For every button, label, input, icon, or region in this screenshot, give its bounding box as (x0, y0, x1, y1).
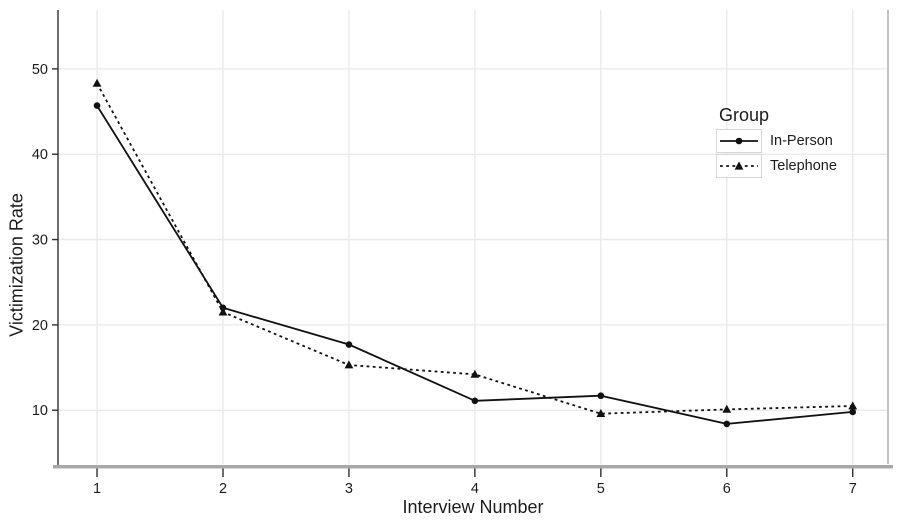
telephone-line-sample (716, 154, 762, 178)
legend-label-in-person: In-Person (770, 133, 833, 149)
data-point-telephone (848, 401, 858, 410)
y-tick-label: 10 (32, 403, 48, 419)
legend-entry-in-person: In-Person (716, 129, 837, 153)
x-tick-label: 7 (849, 481, 857, 497)
x-tick-label: 2 (219, 481, 227, 497)
data-point-in-person (471, 397, 479, 405)
legend-entry-telephone: Telephone (716, 154, 837, 178)
data-point-telephone (218, 307, 228, 316)
data-point-in-person (345, 341, 353, 348)
data-point-in-person (597, 392, 605, 400)
data-point-in-person (723, 420, 731, 428)
x-tick-label: 4 (471, 481, 479, 497)
data-point-telephone (344, 360, 354, 369)
data-point-in-person (93, 102, 101, 109)
y-tick-label: 40 (32, 147, 48, 163)
data-point-telephone (92, 78, 102, 87)
y-tick-label: 50 (32, 62, 48, 78)
data-point-telephone (470, 369, 480, 378)
x-tick-label: 3 (345, 481, 353, 497)
data-point-telephone (722, 404, 732, 413)
y-tick-label: 20 (32, 318, 48, 334)
x-axis-title: Interview Number (402, 497, 544, 517)
x-tick-label: 5 (597, 481, 605, 497)
data-point-in-person (849, 408, 857, 416)
data-point-telephone (596, 409, 606, 418)
x-tick-label: 1 (93, 481, 101, 497)
x-tick-label: 6 (723, 481, 731, 497)
legend-title: Group (719, 105, 770, 125)
x-axis-line (53, 465, 893, 469)
in-person-line-sample (716, 129, 762, 153)
legend: Group In-Person Telephone (716, 105, 837, 179)
legend-label-telephone: Telephone (770, 158, 837, 174)
y-tick-label: 30 (32, 233, 48, 249)
y-axis-title: Victimization Rate (6, 193, 27, 337)
